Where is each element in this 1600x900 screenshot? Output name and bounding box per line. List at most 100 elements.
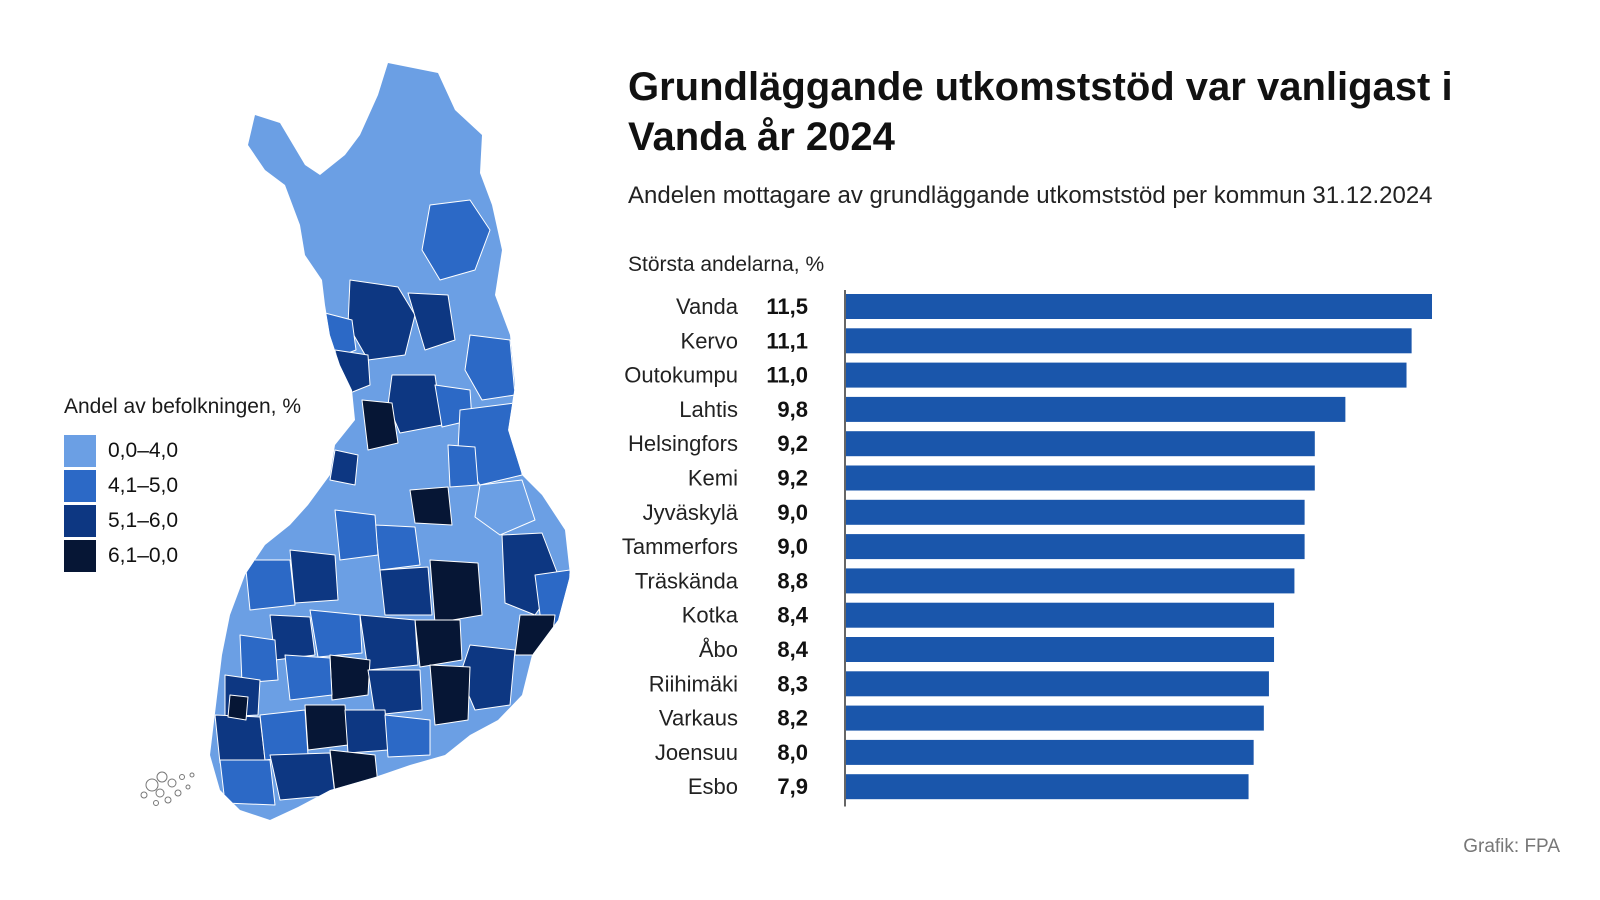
category-label: Åbo xyxy=(699,637,738,662)
value-label: 8,8 xyxy=(777,568,808,593)
category-label: Tammerfors xyxy=(622,534,738,559)
map-region xyxy=(387,374,443,434)
map-region xyxy=(309,609,363,658)
map-region xyxy=(329,749,379,794)
bar xyxy=(846,294,1432,319)
value-label: 8,4 xyxy=(777,603,808,628)
finland-choropleth-map xyxy=(140,63,570,820)
legend-label: 5,1–6,0 xyxy=(108,508,179,532)
value-label: 11,0 xyxy=(766,363,808,388)
legend-item: 0,0–4,0 xyxy=(64,433,301,468)
value-label: 8,2 xyxy=(777,706,808,731)
map-region xyxy=(447,444,479,488)
map-region xyxy=(239,634,279,684)
map-region xyxy=(289,549,339,604)
map-region xyxy=(414,619,463,668)
map-legend: Andel av befolkningen, % 0,0–4,0 4,1–5,0… xyxy=(64,395,301,573)
map-region xyxy=(367,669,423,716)
map-region xyxy=(421,199,491,281)
category-label: Kervo xyxy=(681,328,738,353)
map-region xyxy=(284,654,333,701)
bar xyxy=(846,568,1295,594)
bar xyxy=(846,396,1346,422)
chart-subtitle: Andelen mottagare av grundläggande utkom… xyxy=(628,182,1433,209)
bar xyxy=(846,705,1264,731)
legend-label: 4,1–5,0 xyxy=(108,473,179,497)
map-region xyxy=(214,714,266,764)
category-label: Helsingfors xyxy=(628,431,738,456)
map-region xyxy=(384,714,431,758)
bar xyxy=(846,362,1407,388)
legend-title: Andel av befolkningen, % xyxy=(64,395,301,418)
value-label: 8,3 xyxy=(777,671,808,696)
axis-caption: Största andelarna, % xyxy=(628,253,825,276)
value-label: 9,2 xyxy=(777,431,808,456)
map-region xyxy=(429,559,483,624)
legend-swatch xyxy=(64,504,96,537)
legend-item: 6,1–0,0 xyxy=(64,538,301,573)
legend-item: 5,1–6,0 xyxy=(64,503,301,538)
category-label: Outokumpu xyxy=(624,363,738,388)
map-region xyxy=(269,752,336,801)
map-region xyxy=(409,486,453,526)
category-label: Lahtis xyxy=(679,397,738,422)
map-region xyxy=(407,292,456,351)
legend-swatch xyxy=(64,434,96,467)
bar xyxy=(846,637,1275,662)
category-label: Varkaus xyxy=(659,706,738,731)
map-region xyxy=(244,559,296,611)
value-label: 9,0 xyxy=(777,500,808,525)
map-region xyxy=(304,704,349,751)
map-region xyxy=(259,709,309,761)
map-region xyxy=(379,566,433,616)
map-region xyxy=(329,654,371,701)
map-region xyxy=(219,759,276,806)
map-region xyxy=(474,479,536,536)
value-label: 8,4 xyxy=(777,637,808,662)
value-label: 9,2 xyxy=(777,466,808,491)
map-region xyxy=(514,614,556,656)
aland-islands xyxy=(140,771,195,806)
bar xyxy=(846,671,1269,697)
category-label: Kemi xyxy=(688,466,738,491)
chart-title: Grundläggande utkomststöd var vanligast … xyxy=(628,65,1453,159)
legend-item: 4,1–5,0 xyxy=(64,468,301,503)
bar xyxy=(846,602,1275,628)
category-label: Vanda xyxy=(676,294,739,319)
map-region xyxy=(374,524,421,571)
category-label: Joensuu xyxy=(655,740,738,765)
legend-label: 0,0–4,0 xyxy=(108,438,179,462)
map-region xyxy=(334,509,379,561)
value-label: 11,1 xyxy=(766,328,808,353)
legend-swatch xyxy=(64,469,96,502)
map-region xyxy=(344,709,389,754)
bar xyxy=(846,465,1315,491)
value-label: 11,5 xyxy=(766,294,808,319)
category-label: Riihimäki xyxy=(649,671,738,696)
value-label: 7,9 xyxy=(777,774,808,799)
category-label: Esbo xyxy=(688,774,738,799)
bar xyxy=(846,739,1254,765)
legend-swatch xyxy=(64,539,96,572)
bar-chart: Vanda 11,5 Kervo 11,1 Outokumpu 11,0 Lahtis 9,8… xyxy=(622,290,1432,807)
bar xyxy=(846,499,1305,525)
map-region xyxy=(361,399,399,451)
map-region xyxy=(464,334,516,401)
value-label: 8,0 xyxy=(777,740,808,765)
map-region xyxy=(227,694,249,721)
map-region xyxy=(329,449,359,486)
category-label: Kotka xyxy=(682,603,739,628)
category-label: Jyväskylä xyxy=(643,500,739,525)
map-region xyxy=(429,664,471,726)
value-label: 9,0 xyxy=(777,534,808,559)
map-region xyxy=(269,614,316,661)
bar xyxy=(846,534,1305,560)
category-label: Träskända xyxy=(635,568,739,593)
value-label: 9,8 xyxy=(777,397,808,422)
bar xyxy=(846,431,1315,457)
legend-label: 6,1–0,0 xyxy=(108,543,179,567)
source-credit: Grafik: FPA xyxy=(1463,836,1560,857)
bar xyxy=(846,774,1249,800)
bar xyxy=(846,328,1412,354)
map-region xyxy=(359,614,419,671)
